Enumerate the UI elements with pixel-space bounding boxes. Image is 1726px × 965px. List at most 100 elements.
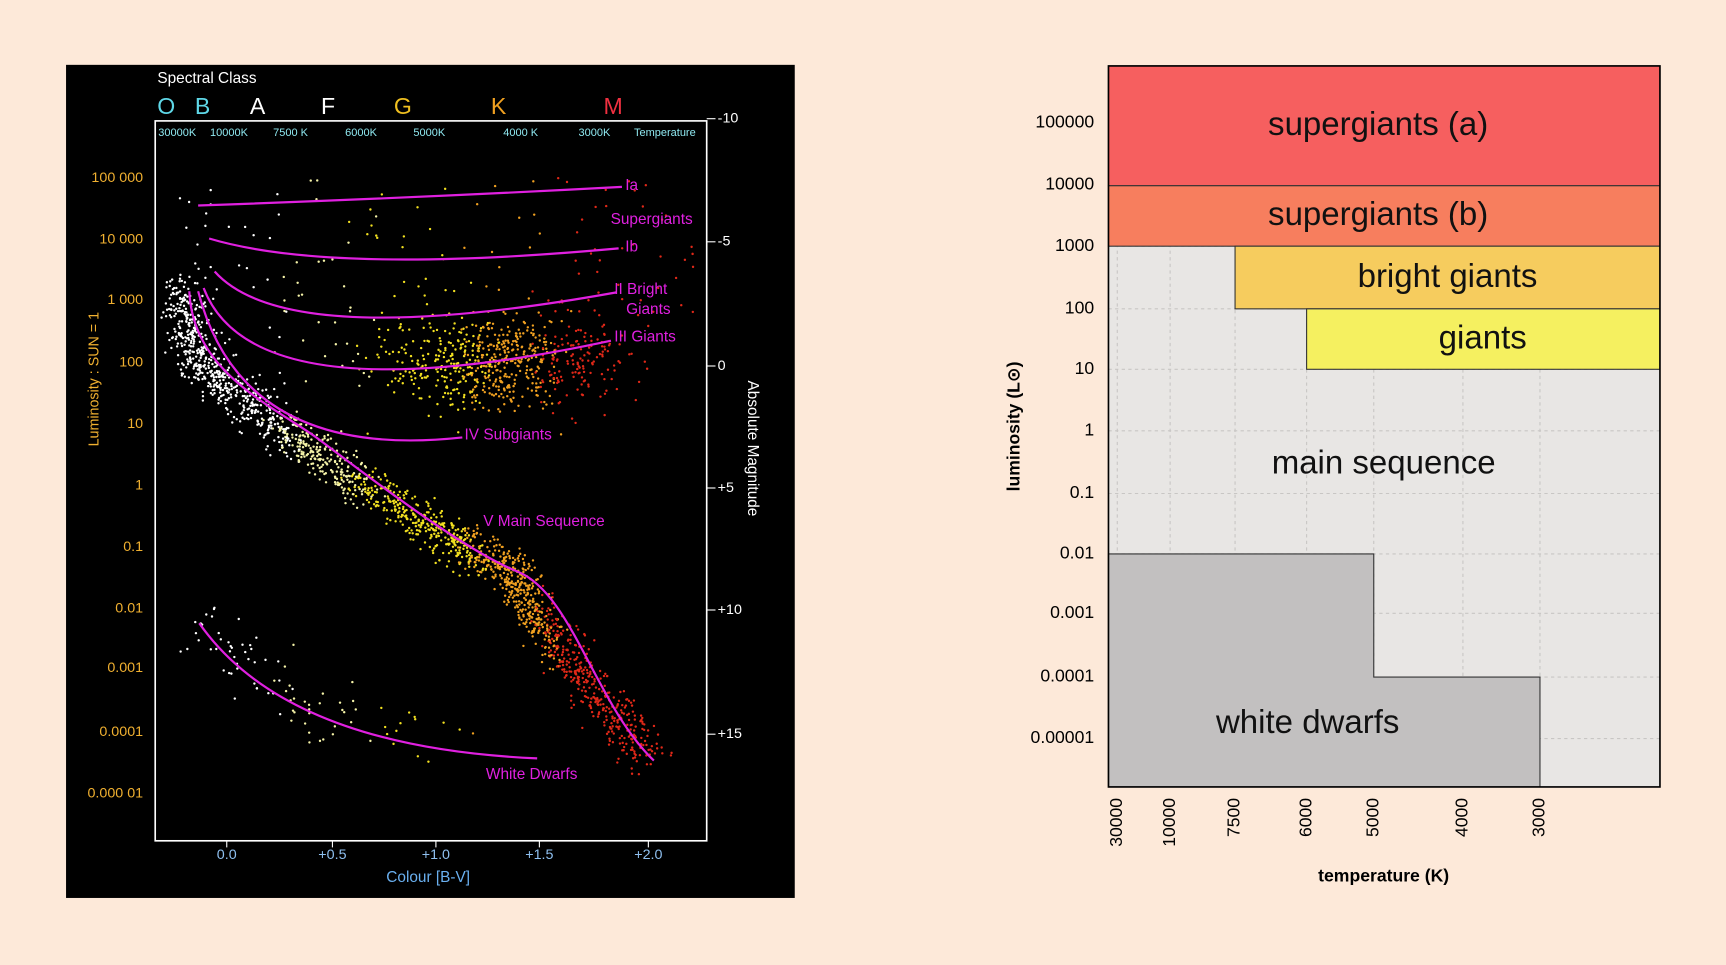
star-dot [326, 438, 330, 441]
star-dot [307, 444, 310, 447]
star-dot [512, 390, 515, 393]
star-dot [537, 311, 540, 314]
star-dot [512, 396, 515, 400]
star-dot [502, 333, 505, 336]
star-dot [334, 442, 338, 445]
star-dot [429, 507, 432, 511]
star-dot [630, 723, 633, 727]
colour-label: +1.0 [422, 847, 450, 863]
star-dot [248, 643, 252, 647]
star-dot [364, 490, 367, 493]
star-dot [528, 603, 531, 606]
star-dot [512, 384, 515, 388]
star-dot [212, 374, 215, 377]
star-dot [553, 342, 556, 346]
star-dot [320, 465, 323, 468]
star-dot [405, 492, 408, 496]
star-dot [425, 303, 429, 306]
star-dot [531, 635, 534, 638]
star-dot [630, 767, 633, 770]
star-dot [445, 565, 449, 568]
star-dot [555, 638, 558, 641]
star-dot [492, 344, 496, 348]
star-dot [535, 606, 538, 609]
star-dot [485, 565, 489, 568]
star-dot [346, 456, 349, 460]
chart-frame [1107, 65, 1661, 788]
star-dot [210, 615, 214, 618]
star-dot [435, 328, 439, 332]
star-dot [524, 372, 528, 375]
star-dot [424, 529, 428, 533]
star-dot [588, 686, 591, 690]
star-dot [427, 528, 430, 531]
star-dot [605, 389, 608, 392]
star-dot [194, 620, 197, 624]
star-dot [243, 417, 246, 421]
star-dot [217, 402, 220, 405]
star-dot [411, 521, 415, 525]
star-dot [464, 379, 468, 383]
star-dot [542, 671, 545, 675]
star-dot [470, 366, 474, 370]
branch-label: Supergiants [611, 211, 693, 228]
star-dot [414, 515, 417, 518]
star-dot [205, 337, 208, 341]
star-dot [291, 444, 294, 447]
star-dot [554, 633, 558, 636]
star-dot [165, 308, 169, 311]
star-dot [486, 376, 490, 379]
star-dot [229, 644, 232, 648]
star-dot [631, 748, 634, 752]
star-dot [257, 422, 261, 426]
star-dot [370, 370, 373, 373]
y-tick-label: 1000 [1055, 235, 1094, 255]
star-dot [301, 446, 305, 449]
star-dot [226, 412, 230, 416]
temperature-label: 10000K [210, 127, 249, 139]
star-dot [304, 444, 308, 447]
star-dot [498, 543, 501, 547]
star-dot [482, 406, 485, 410]
star-dot [398, 502, 402, 505]
star-dot [279, 427, 283, 430]
star-dot [182, 363, 185, 367]
star-dot [482, 326, 485, 329]
star-dot [387, 485, 390, 488]
star-dot [452, 570, 455, 574]
star-dot [213, 388, 216, 392]
star-dot [606, 349, 610, 353]
star-dot [230, 387, 234, 391]
star-dot [497, 395, 501, 398]
star-dot [482, 364, 486, 368]
star-dot [528, 246, 532, 249]
star-dot [527, 358, 531, 361]
star-dot [224, 382, 228, 385]
star-dot [209, 385, 213, 388]
star-dot [447, 551, 451, 555]
star-dot [449, 549, 453, 553]
star-dot [596, 698, 599, 701]
star-dot [272, 387, 276, 391]
star-dot [562, 657, 566, 660]
star-dot [506, 395, 509, 398]
star-dot [282, 275, 285, 279]
star-dot [492, 554, 495, 557]
star-dot [453, 543, 456, 546]
star-dot [177, 322, 180, 326]
star-dot [472, 394, 476, 397]
star-dot [670, 751, 673, 755]
star-dot [488, 549, 491, 553]
star-dot [516, 590, 520, 593]
star-dot [548, 667, 552, 671]
star-dot [589, 670, 592, 674]
star-dot [567, 638, 570, 641]
star-dot [219, 638, 223, 641]
star-dot [463, 529, 467, 532]
star-dot [580, 383, 583, 386]
star-dot [259, 404, 263, 407]
star-dot [367, 375, 371, 378]
star-dot [439, 539, 443, 542]
star-dot [385, 732, 389, 736]
